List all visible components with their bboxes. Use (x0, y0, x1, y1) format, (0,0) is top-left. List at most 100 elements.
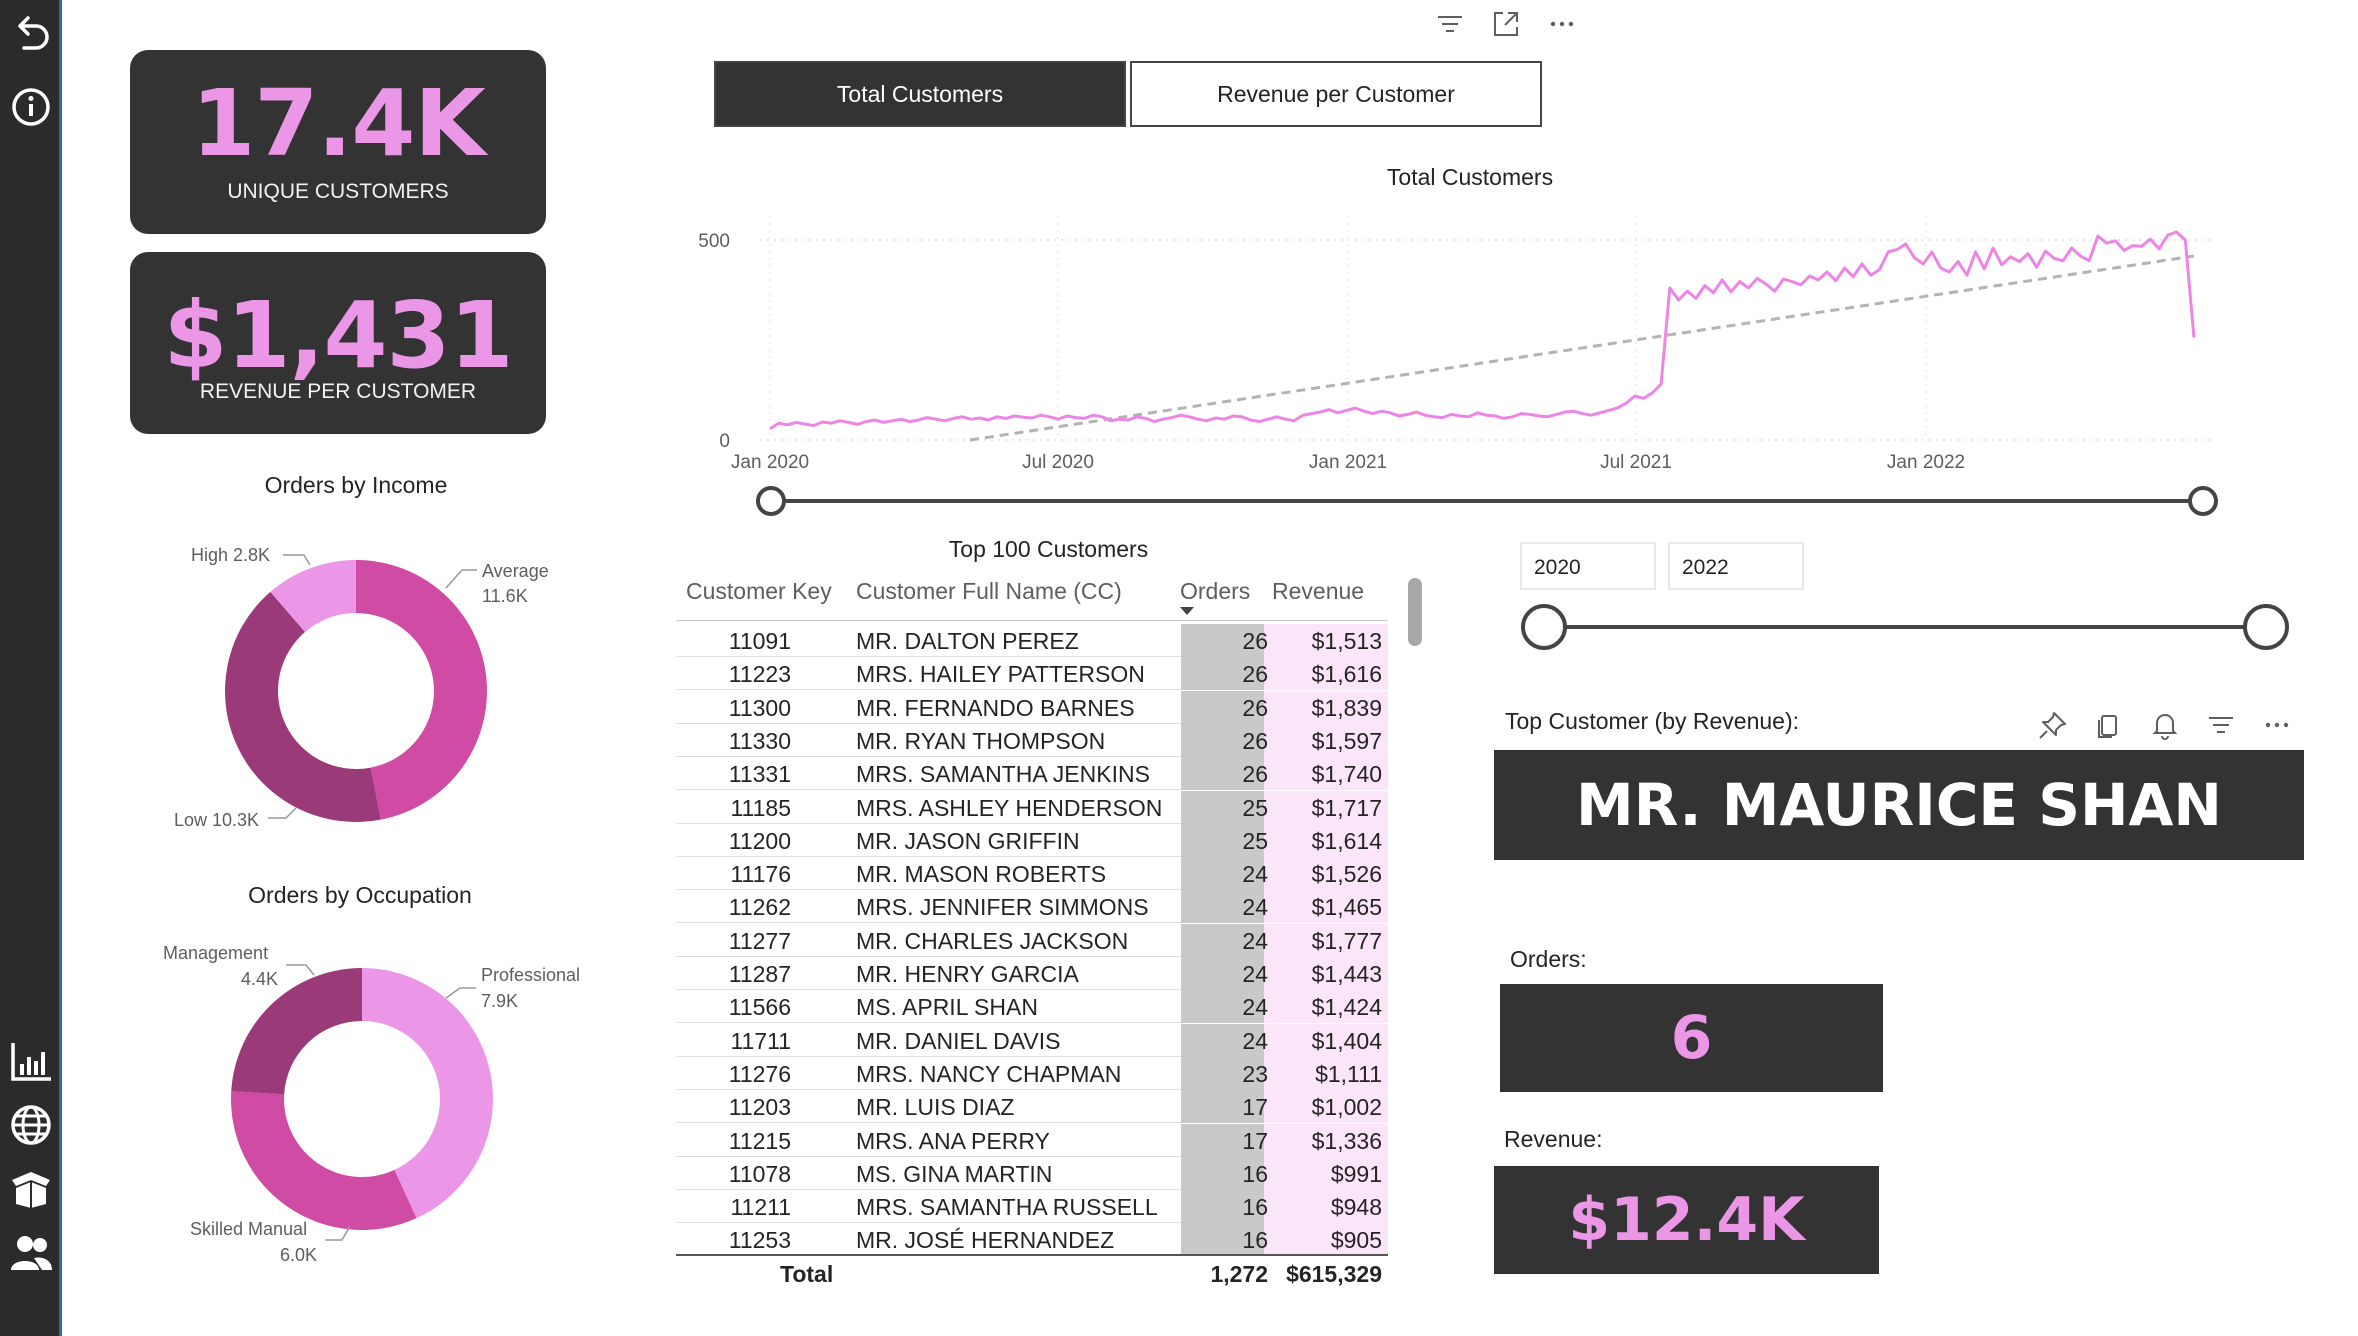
orders-cell: 24 (1242, 861, 1268, 888)
total-customers-button[interactable]: Total Customers (714, 61, 1126, 127)
table-row[interactable]: 11078 MS. GINA MARTIN 16 $991 (676, 1156, 1388, 1190)
orders-by-occupation-title: Orders by Occupation (248, 882, 472, 908)
sort-desc-icon (1180, 607, 1194, 615)
year-end-input[interactable]: 2022 (1668, 542, 1804, 590)
table-row[interactable]: 11287 MR. HENRY GARCIA 24 $1,443 (676, 957, 1388, 990)
total-customers-series-line[interactable] (769, 230, 2196, 431)
table-row[interactable]: 11176 MR. MASON ROBERTS 24 $1,526 (676, 857, 1388, 891)
year-start-input[interactable]: 2020 (1520, 542, 1656, 590)
col-header-customer-name[interactable]: Customer Full Name (CC) (856, 578, 1122, 604)
customer-key-cell: 11211 (730, 1194, 791, 1221)
total-revenue: $615,329 (1286, 1261, 1382, 1287)
more-options-icon[interactable] (1546, 8, 1578, 40)
revenue-per-customer-card: $1,431 REVENUE PER CUSTOMER (130, 252, 546, 434)
orders-by-income-donut[interactable] (225, 560, 487, 822)
revenue-cell: $905 (1330, 1227, 1382, 1254)
unique-customers-card: 17.4K UNIQUE CUSTOMERS (130, 50, 546, 234)
filter-icon[interactable] (2204, 708, 2238, 742)
revenue-per-customer-button[interactable]: Revenue per Customer (1130, 61, 1542, 127)
table-scrollbar[interactable] (1408, 578, 1422, 646)
customer-key-cell: 11223 (728, 661, 791, 688)
table-row[interactable]: 11300 MR. FERNANDO BARNES 26 $1,839 (676, 690, 1388, 724)
table-row[interactable]: 11330 MR. RYAN THOMPSON 26 $1,597 (676, 723, 1388, 757)
copy-icon[interactable] (2092, 708, 2126, 742)
orders-by-occupation-donut[interactable] (231, 968, 493, 1230)
revenue-cell-bg (1264, 1056, 1388, 1090)
occupation-professional-slice[interactable] (362, 968, 493, 1219)
revenue-cell: $1,526 (1311, 861, 1382, 888)
bar-chart-icon[interactable] (8, 1038, 54, 1084)
users-icon[interactable] (8, 1230, 54, 1276)
customer-key-cell: 11277 (728, 927, 791, 954)
total-customers-line-chart[interactable]: 0 500 Jan 2020 Jul 2020 Jan 2021 Jul 2021 Jan… (680, 200, 2230, 500)
year-range-end-handle[interactable] (2243, 604, 2289, 650)
table-row[interactable]: 11215 MRS. ANA PERRY 17 $1,336 (676, 1123, 1388, 1157)
table-row[interactable]: 11185 MRS. ASHLEY HENDERSON 25 $1,717 (676, 790, 1388, 824)
col-header-revenue[interactable]: Revenue (1272, 578, 1365, 604)
pin-icon[interactable] (2036, 708, 2070, 742)
back-arrow-icon[interactable] (8, 10, 54, 56)
table-row[interactable]: 11091 MR. DALTON PEREZ 26 $1,513 (676, 624, 1388, 657)
bell-icon[interactable] (2148, 708, 2182, 742)
top-customer-card: MR. MAURICE SHAN (1494, 750, 2304, 860)
customer-key-cell: 11185 (730, 794, 791, 821)
revenue-cell: $991 (1330, 1160, 1382, 1187)
table-row[interactable]: 11211 MRS. SAMANTHA RUSSELL 16 $948 (676, 1190, 1388, 1224)
col-header-orders[interactable]: Orders (1180, 578, 1251, 604)
orders-cell-bg (1181, 657, 1264, 691)
table-row[interactable]: 11203 MR. LUIS DIAZ 17 $1,002 (676, 1090, 1388, 1124)
orders-card: 6 (1500, 984, 1883, 1092)
x-tick-label: Jul 2020 (1022, 452, 1094, 473)
occupation-skilled-slice[interactable] (231, 1091, 417, 1230)
orders-cell: 25 (1242, 827, 1268, 854)
revenue-cell-bg (1264, 657, 1388, 691)
year-range-track[interactable] (1544, 625, 2266, 629)
orders-cell-bg (1181, 1190, 1264, 1224)
box-icon[interactable] (8, 1166, 54, 1212)
orders-by-income-title: Orders by Income (264, 472, 448, 498)
orders-cell-bg (1181, 1090, 1264, 1124)
orders-cell-bg (1181, 1223, 1264, 1257)
table-row[interactable]: 11277 MR. CHARLES JACKSON 24 $1,777 (676, 923, 1388, 957)
table-row[interactable]: 11566 MS. APRIL SHAN 24 $1,424 (676, 990, 1388, 1024)
income-average-slice[interactable] (356, 560, 487, 820)
y-tick-label: 0 (719, 431, 730, 452)
more-options-icon[interactable] (2260, 708, 2294, 742)
date-range-start-handle[interactable] (756, 486, 786, 516)
filter-icon[interactable] (1434, 8, 1466, 40)
revenue-cell-bg (1264, 1123, 1388, 1157)
occupation-management-slice[interactable] (231, 968, 362, 1095)
focus-mode-icon[interactable] (1490, 8, 1522, 40)
year-range-start-handle[interactable] (1521, 604, 1567, 650)
revenue-cell-bg (1264, 624, 1388, 657)
table-row[interactable]: 11276 MRS. NANCY CHAPMAN 23 $1,111 (676, 1056, 1388, 1090)
customer-name-cell: MRS. ANA PERRY (856, 1127, 1050, 1154)
revenue-cell: $1,443 (1311, 961, 1382, 987)
revenue-cell: $948 (1330, 1194, 1382, 1221)
date-range-track[interactable] (770, 499, 2202, 503)
orders-cell: 24 (1242, 894, 1268, 921)
income-low-label: Low 10.3K (174, 810, 260, 830)
globe-icon[interactable] (8, 1102, 54, 1148)
customer-name-cell: MRS. JENNIFER SIMMONS (856, 894, 1149, 921)
info-icon[interactable] (8, 84, 54, 130)
revenue-cell: $1,111 (1315, 1060, 1382, 1087)
customer-name-cell: MRS. ASHLEY HENDERSON (856, 794, 1163, 821)
date-range-end-handle[interactable] (2188, 486, 2218, 516)
col-header-customer-key[interactable]: Customer Key (686, 578, 832, 604)
table-row[interactable]: 11711 MR. DANIEL DAVIS 24 $1,404 (676, 1023, 1388, 1057)
table-row[interactable]: 11331 MRS. SAMANTHA JENKINS 26 $1,740 (676, 757, 1388, 791)
table-row[interactable]: 11253 MR. JOSÉ HERNANDEZ 16 $905 (676, 1223, 1388, 1257)
top-customer-label: Top Customer (by Revenue): (1505, 708, 1800, 734)
revenue-cell-bg (1264, 990, 1388, 1024)
table-row[interactable]: 11262 MRS. JENNIFER SIMMONS 24 $1,465 (676, 890, 1388, 924)
revenue-per-customer-label: REVENUE PER CUSTOMER (199, 380, 477, 403)
orders-cell-bg (1181, 1056, 1264, 1090)
table-row[interactable]: 11200 MR. JASON GRIFFIN 25 $1,614 (676, 823, 1388, 857)
table-row[interactable]: 11223 MRS. HAILEY PATTERSON 26 $1,616 (676, 657, 1388, 691)
occupation-skilled-value: 6.0K (280, 1245, 318, 1265)
customer-name-cell: MR. JOSÉ HERNANDEZ (856, 1227, 1115, 1254)
income-high-slice[interactable] (270, 560, 356, 632)
income-low-slice[interactable] (225, 591, 381, 822)
revenue-cell: $1,336 (1311, 1127, 1382, 1154)
